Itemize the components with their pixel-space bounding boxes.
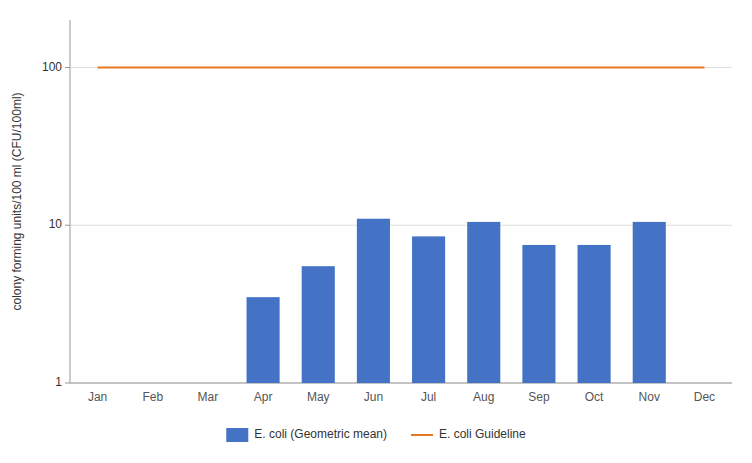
x-tick-label: Jul [421, 390, 436, 404]
x-tick-label: Aug [473, 390, 494, 404]
x-tick-label: Sep [528, 390, 550, 404]
legend-item: E. coli Guideline [411, 427, 526, 441]
x-tick-label: Jun [364, 390, 383, 404]
grid-line [70, 67, 732, 68]
y-tick [65, 383, 70, 384]
plot-area [98, 67, 705, 383]
y-tick [65, 225, 70, 226]
x-tick-label: Nov [639, 390, 660, 404]
bar [247, 297, 280, 383]
bar [578, 245, 611, 383]
guideline [98, 66, 705, 68]
legend-item: E. coli (Geometric mean) [226, 427, 387, 442]
bar [522, 245, 555, 383]
y-axis-label: colony forming units/100 ml (CFU/100ml) [10, 92, 24, 310]
x-tick-label: Jan [88, 390, 107, 404]
bar [412, 236, 445, 383]
legend-label: E. coli Guideline [439, 427, 526, 441]
legend-swatch [226, 428, 248, 442]
x-tick-label: Oct [585, 390, 604, 404]
x-tick-label: Feb [142, 390, 163, 404]
legend-label: E. coli (Geometric mean) [254, 427, 387, 441]
y-tick-label: 10 [49, 217, 63, 231]
x-tick-label: Apr [254, 390, 273, 404]
grid [70, 67, 732, 383]
x-tick-label: Dec [694, 390, 715, 404]
y-axis-line [70, 20, 71, 383]
bar [357, 219, 390, 383]
chart: 1 10 100 colony forming units/100 ml (CFU/1… [0, 0, 752, 463]
x-tick-label: May [307, 390, 330, 404]
y-ticks: 1 10 100 [42, 60, 70, 390]
y-tick [65, 67, 70, 68]
legend: E. coli (Geometric mean) E. coli Guidelin… [226, 427, 526, 442]
x-ticks: Jan Feb Mar Apr May Jun Jul Aug Sep Oct Nov Dec [88, 390, 715, 404]
bar [302, 266, 335, 383]
x-tick-label: Mar [198, 390, 219, 404]
legend-swatch [411, 434, 433, 436]
y-tick-label: 1 [55, 375, 62, 389]
y-tick-label: 100 [42, 60, 62, 74]
bar [467, 222, 500, 383]
bar [633, 222, 666, 383]
